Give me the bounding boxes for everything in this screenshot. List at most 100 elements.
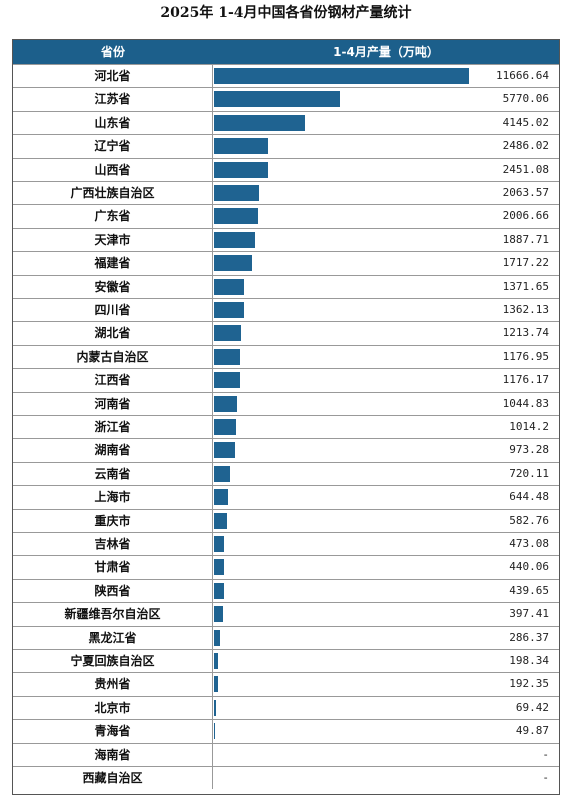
province-label: 浙江省 (13, 416, 213, 439)
province-label: 吉林省 (13, 533, 213, 556)
province-label: 贵州省 (13, 673, 213, 696)
bar (214, 114, 305, 131)
table-row: 北京市 69.42 (13, 695, 559, 720)
value-label: 582.76 (509, 513, 549, 527)
table-row: 广西壮族自治区 2063.57 (13, 181, 559, 205)
value-label: 1014.2 (509, 420, 549, 433)
province-label: 山西省 (13, 158, 213, 181)
table-row: 宁夏回族自治区 198.34 (13, 649, 559, 673)
bar (214, 302, 244, 318)
bar (214, 325, 241, 342)
table-header: 省份 1-4月产量（万吨） (13, 40, 559, 64)
province-label: 青海省 (13, 720, 213, 743)
value-label: 644.48 (509, 490, 549, 504)
table-row: 四川省 1362.13 (13, 298, 559, 322)
chart-title: 2025年 1-4月中国各省份钢材产量统计 (160, 5, 412, 21)
bar (214, 536, 225, 552)
bar (214, 512, 227, 529)
table-row: 陕西省 439.65 (13, 578, 559, 603)
table-row: 云南省 720.11 (13, 461, 559, 486)
province-label: 湖北省 (13, 322, 213, 345)
province-label: 河南省 (13, 392, 213, 415)
value-label: 2451.08 (502, 162, 549, 176)
province-label: 陕西省 (13, 579, 213, 603)
value-label: - (542, 747, 549, 761)
province-label: 辽宁省 (13, 135, 213, 158)
bar (214, 699, 216, 716)
header-production: 1-4月产量（万吨） (333, 45, 439, 59)
value-label: 1371.65 (502, 279, 549, 293)
bar (214, 208, 258, 225)
table-row: 山西省 2451.08 (13, 157, 559, 181)
bar (214, 138, 269, 155)
province-label: 湖南省 (13, 439, 213, 462)
province-label: 广东省 (13, 205, 213, 228)
province-label: 黑龙江省 (13, 626, 213, 649)
table-row: 河北省 11666.64 (13, 64, 559, 88)
bar (214, 419, 237, 435)
province-label: 云南省 (13, 462, 213, 486)
province-label: 江西省 (13, 369, 213, 392)
data-table: 省份 1-4月产量（万吨） 河北省 11666.64 江苏省 5770.06 山东省 41… (12, 39, 560, 795)
bar (214, 559, 224, 576)
province-label: 新疆维吾尔自治区 (13, 603, 213, 626)
value-label: 2063.57 (502, 186, 549, 199)
bar (214, 629, 221, 646)
value-label: 973.28 (509, 443, 549, 457)
table-row: 海南省 - (13, 742, 559, 766)
table-row: 福建省 1717.22 (13, 251, 559, 275)
table-row: 湖南省 973.28 (13, 438, 559, 462)
bar (214, 606, 223, 623)
province-label: 海南省 (13, 743, 213, 766)
bar (214, 185, 260, 201)
value-label: 4145.02 (502, 115, 549, 129)
value-label: - (542, 771, 549, 784)
province-label: 河北省 (13, 65, 213, 88)
bar (214, 278, 244, 295)
bar (214, 489, 229, 506)
bar (214, 723, 216, 740)
value-label: 473.08 (509, 537, 549, 550)
bar (214, 348, 240, 365)
bar (214, 68, 469, 84)
province-label: 甘肃省 (13, 556, 213, 579)
table-row: 新疆维吾尔自治区 397.41 (13, 602, 559, 626)
value-label: 286.37 (509, 630, 549, 644)
table-row: 辽宁省 2486.02 (13, 134, 559, 158)
header-province: 省份 (100, 45, 125, 59)
table-row: 吉林省 473.08 (13, 532, 559, 556)
table-row: 安徽省 1371.65 (13, 274, 559, 298)
province-label: 安徽省 (13, 275, 213, 298)
table-row: 湖北省 1213.74 (13, 321, 559, 345)
table-row: 甘肃省 440.06 (13, 555, 559, 579)
table-row: 重庆市 582.76 (13, 508, 559, 532)
value-label: 397.41 (509, 607, 549, 621)
value-label: 11666.64 (496, 69, 549, 82)
value-label: 1362.13 (502, 303, 549, 316)
bar (214, 161, 268, 178)
value-label: 439.65 (509, 583, 549, 597)
value-label: 1044.83 (502, 396, 549, 410)
table-row: 山东省 4145.02 (13, 110, 559, 135)
value-label: 1176.95 (502, 349, 549, 363)
province-label: 西藏自治区 (13, 767, 213, 790)
province-label: 宁夏回族自治区 (13, 650, 213, 673)
value-label: 440.06 (509, 560, 549, 574)
table-row: 西藏自治区 - (13, 766, 559, 790)
province-label: 福建省 (13, 252, 213, 275)
province-label: 江苏省 (13, 88, 213, 111)
bar (214, 91, 341, 108)
province-label: 四川省 (13, 299, 213, 322)
province-label: 上海市 (13, 486, 213, 509)
value-label: 192.35 (509, 677, 549, 691)
province-label: 广西壮族自治区 (13, 182, 213, 205)
value-label: 198.34 (509, 654, 549, 667)
table-row: 黑龙江省 286.37 (13, 625, 559, 649)
table-row: 上海市 644.48 (13, 485, 559, 509)
bar (214, 442, 236, 459)
value-label: 1717.22 (502, 256, 549, 270)
bar (214, 465, 230, 482)
value-label: 1887.71 (502, 232, 549, 246)
table-row: 广东省 2006.66 (13, 204, 559, 228)
value-label: 69.42 (515, 700, 549, 714)
